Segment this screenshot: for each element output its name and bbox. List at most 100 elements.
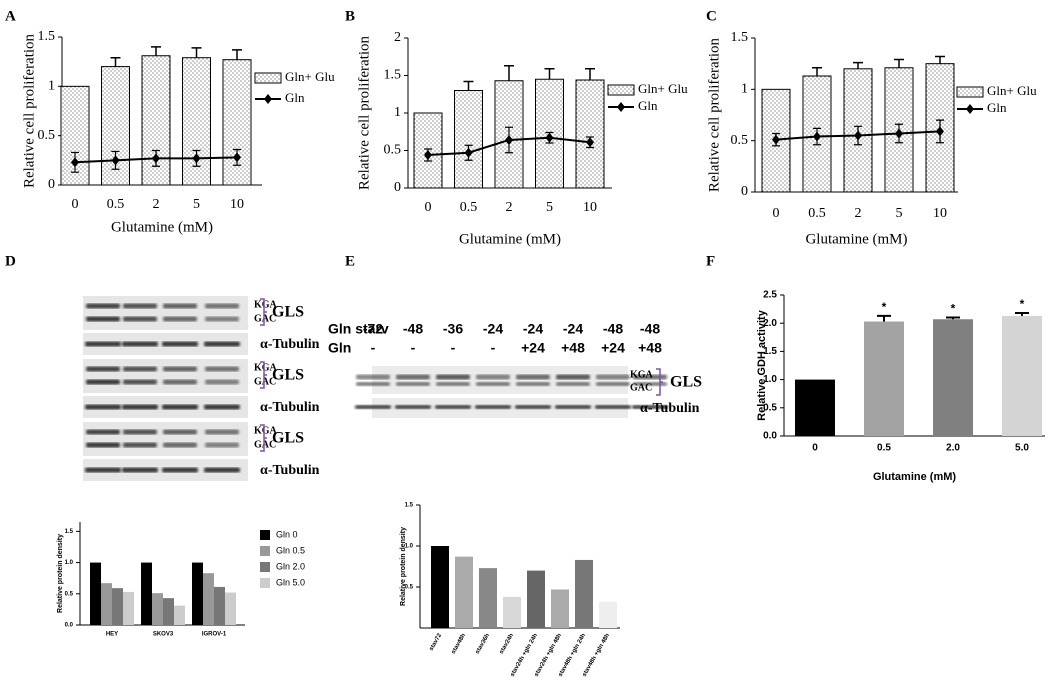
header-label: Gln starv: [328, 321, 389, 337]
blot-band: [356, 382, 390, 386]
header-cell: -36: [443, 321, 463, 337]
x-tick-label: 5: [896, 206, 903, 221]
bar: [455, 556, 473, 628]
x-tick-label: stav48h: [451, 633, 468, 656]
marker: [813, 131, 821, 142]
blot-band: [633, 374, 667, 380]
bar: [90, 562, 101, 625]
marker: [936, 126, 944, 137]
bar: [163, 598, 174, 625]
blot-band: [163, 442, 197, 448]
bar: [575, 79, 605, 189]
x-axis-label: Glutamine (mM): [805, 231, 907, 247]
y-tick-label: 0.5: [38, 128, 56, 143]
blot-band: [162, 404, 198, 410]
blot-band: [163, 316, 197, 322]
x-tick-label: 2.0: [946, 443, 960, 454]
x-axis-label: Glutamine (mM): [111, 219, 213, 235]
blot-band: [555, 405, 591, 409]
header-cell: -: [411, 340, 416, 356]
bar: [503, 596, 521, 628]
y-tick-label: 0: [48, 177, 55, 192]
blot-band: [596, 374, 630, 380]
y-tick-label: 0.5: [65, 591, 74, 597]
loading-label: α-Tubulin: [260, 463, 320, 478]
header-cell: -: [451, 340, 456, 356]
blot-band: [162, 341, 198, 347]
x-tick-label: 2: [153, 197, 160, 212]
x-tick-label: 0.5: [877, 443, 891, 454]
x-tick-label: 5: [193, 197, 200, 212]
marker: [772, 134, 780, 145]
bar: [1002, 315, 1042, 436]
blot-band: [436, 382, 470, 386]
x-tick-label: 0: [773, 206, 780, 221]
x-tick-label: 0.5: [107, 197, 125, 212]
blot-band: [123, 442, 157, 448]
blot-band: [205, 303, 239, 309]
blot-band: [355, 405, 391, 409]
blot-band: [595, 405, 631, 409]
header-cell: +24: [521, 340, 545, 356]
header-cell: -24: [563, 321, 583, 337]
y-tick-label: 1: [394, 105, 401, 120]
band-label: GAC: [254, 376, 276, 387]
blot-band: [122, 467, 158, 473]
blot-band: [86, 442, 120, 448]
legend-swatch: [260, 578, 270, 588]
header-cell: +48: [561, 340, 585, 356]
x-tick-label: HEY: [106, 632, 118, 638]
significance: *: [1020, 297, 1025, 311]
panel-letter: D: [5, 253, 16, 269]
blot-band: [86, 303, 120, 309]
blot-band: [205, 379, 239, 385]
y-tick-label: 1.5: [38, 29, 56, 44]
significance: *: [882, 300, 887, 314]
brace: [260, 361, 267, 389]
x-tick-label: stav36h: [475, 633, 492, 656]
legend-label: Gln: [638, 98, 658, 113]
x-tick-label: 10: [933, 206, 947, 221]
bar: [551, 589, 569, 628]
header-cell: -24: [523, 321, 543, 337]
y-tick-label: 1.0: [763, 374, 777, 385]
bar: [864, 321, 904, 436]
bar: [214, 586, 225, 625]
bar: [575, 559, 593, 628]
marker: [233, 152, 241, 163]
blot-band: [85, 341, 121, 347]
x-tick-label: 10: [230, 197, 244, 212]
error-bar: [110, 56, 121, 67]
blot-band: [205, 429, 239, 435]
header-label: Gln: [328, 340, 351, 356]
x-tick-label: 0.5: [460, 200, 478, 215]
legend-swatch: [966, 104, 974, 114]
marker: [71, 157, 79, 168]
legend-swatch: [260, 546, 270, 556]
x-tick-label: 10: [583, 200, 597, 215]
header-cell: -48: [603, 321, 623, 337]
blot-band: [633, 382, 667, 386]
y-tick-label: 1.5: [65, 529, 74, 535]
y-tick-label: 0: [394, 180, 401, 195]
blot-band: [475, 405, 511, 409]
protein-label: GLS: [272, 430, 304, 447]
legend-label: Gln: [285, 90, 305, 105]
error-bar: [151, 46, 161, 56]
x-tick-label: IGROV-1: [202, 632, 227, 638]
marker: [192, 153, 201, 164]
blot-band: [204, 404, 240, 410]
error-bar: [812, 67, 822, 76]
significance: *: [951, 302, 956, 316]
panel-letter: E: [345, 253, 355, 269]
blot-band: [204, 341, 240, 347]
marker: [152, 153, 160, 164]
protein-label: GLS: [670, 374, 702, 391]
y-tick-label: 0.0: [65, 623, 74, 629]
blot-band: [122, 404, 158, 410]
brace: [656, 368, 663, 396]
bar: [527, 570, 545, 628]
x-tick-label: 5.0: [1015, 443, 1029, 454]
error-bar: [894, 58, 904, 68]
legend-swatch: [260, 530, 270, 540]
